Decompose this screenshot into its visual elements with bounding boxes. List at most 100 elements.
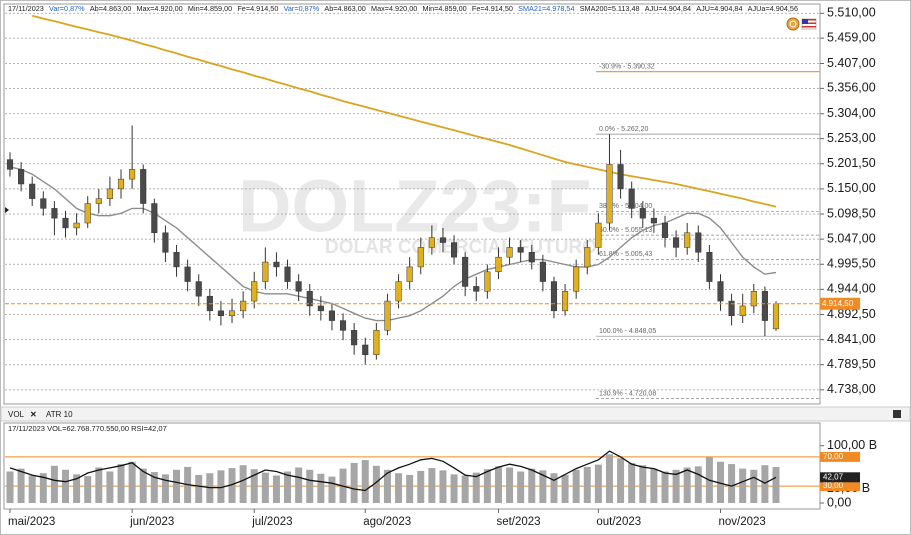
candle-body (95, 198, 102, 204)
volume-bar (372, 465, 380, 503)
x-tick-label: jul/2023 (251, 516, 292, 528)
volume-bar (350, 462, 358, 503)
info-field: SMA200=5.113,48 (580, 6, 640, 13)
volume-bar (739, 468, 747, 503)
tab[interactable]: ATR 10 (46, 410, 73, 419)
volume-bar (472, 472, 480, 503)
currency-icon[interactable] (786, 17, 800, 31)
info-field: Var=0,87% (49, 6, 85, 13)
candle-body (328, 310, 335, 321)
candle-body (462, 256, 469, 287)
info-field: Max=4.920,00 (371, 6, 417, 13)
candle-body (6, 159, 14, 170)
flag-icon[interactable] (801, 18, 817, 30)
candle-body (573, 266, 580, 292)
volume-bar (561, 474, 569, 503)
candle-body (750, 291, 757, 307)
volume-bar (84, 476, 92, 503)
volume-bar (272, 475, 280, 503)
volume-bar (639, 465, 647, 503)
rsi-line (9, 450, 777, 492)
candle-body (761, 291, 768, 321)
fib-label: 61.8% - 5.005,43 (599, 251, 652, 258)
volume-bar (17, 468, 25, 503)
candle-body (673, 237, 680, 248)
volume-bar (761, 465, 769, 503)
candle-body (728, 300, 735, 316)
volume-bar (716, 461, 724, 503)
candle-body (706, 252, 713, 282)
scroll-marker[interactable] (5, 207, 9, 213)
candle-body (173, 252, 180, 268)
volume-bar (539, 470, 547, 503)
volume-bar (361, 460, 369, 503)
y-tick-label: 5.253,00 (827, 131, 876, 145)
indicator-title: 17/11/2023 VOL=62.768.770.550,00 RSI=42,… (8, 424, 167, 433)
y-tick-label: 0,00 (827, 495, 851, 509)
info-field: 17/11/2023 (8, 6, 44, 13)
price-panel (3, 3, 821, 405)
moving-average (31, 14, 777, 208)
volume-bar (317, 473, 325, 503)
maximize-icon[interactable] (893, 410, 901, 418)
volume-bar (439, 470, 447, 503)
volume-bar (28, 475, 36, 503)
candle-body (317, 305, 324, 312)
candle-body (639, 208, 646, 219)
candle-body (162, 232, 169, 253)
candle-body (606, 164, 613, 224)
y2-tick-label: 70,00 (823, 452, 844, 461)
volume-bar (39, 473, 47, 503)
last-price-label: 4.914,50 (822, 299, 854, 308)
currency-icon-inner (789, 20, 797, 28)
volume-bar (117, 464, 125, 503)
info-field: AJU=4.904,84 (645, 6, 691, 13)
candle-body (439, 237, 447, 243)
volume-bar (228, 468, 236, 503)
candle-body (273, 261, 280, 268)
volume-bar (461, 475, 469, 503)
info-field: AJUa=4.904,56 (748, 6, 798, 13)
candle-body (84, 203, 91, 224)
volume-bar (383, 469, 391, 503)
candle-body (584, 247, 591, 268)
x-tick-label: ago/2023 (363, 516, 411, 528)
candle-body (772, 303, 780, 330)
candle-body (362, 344, 369, 355)
close-icon[interactable]: ✕ (30, 410, 37, 419)
candle-body (29, 183, 36, 199)
volume-bar (683, 467, 691, 503)
volume-bar (395, 473, 403, 503)
y2-tick-label: 30,00 (823, 481, 844, 490)
candle-body (528, 252, 535, 263)
volume-bar (661, 471, 669, 503)
candle-body (484, 271, 491, 292)
y-tick-label: 4.892,50 (827, 307, 876, 321)
candle-body (695, 232, 702, 253)
volume-bar (550, 473, 558, 503)
volume-bar (295, 467, 303, 503)
volume-bar (95, 467, 103, 503)
candle-body (384, 300, 391, 331)
fib-label: 50.0% - 5.055,13 (599, 227, 652, 234)
y-tick-label: 5.459,00 (827, 30, 876, 44)
info-field: Ab=4.863,00 (324, 6, 366, 13)
indicator-panel (3, 422, 821, 510)
candle-body (40, 198, 47, 209)
y-tick-label: 5.407,00 (827, 56, 876, 70)
last-price-box (820, 297, 860, 310)
volume-bar (594, 464, 602, 503)
volume-bar (139, 468, 147, 503)
volume-bar (173, 469, 181, 503)
candle-body (217, 310, 224, 316)
volume-bar (239, 465, 247, 503)
tab[interactable]: VOL (8, 410, 25, 419)
candle-body (617, 164, 624, 190)
x-tick-label: nov/2023 (718, 516, 765, 528)
y-tick-label: 5.304,00 (827, 106, 876, 120)
rsi-level-box (820, 451, 860, 462)
candle-body (417, 247, 424, 268)
y-tick-label: 5.356,00 (827, 81, 876, 95)
volume-bar (261, 472, 269, 503)
